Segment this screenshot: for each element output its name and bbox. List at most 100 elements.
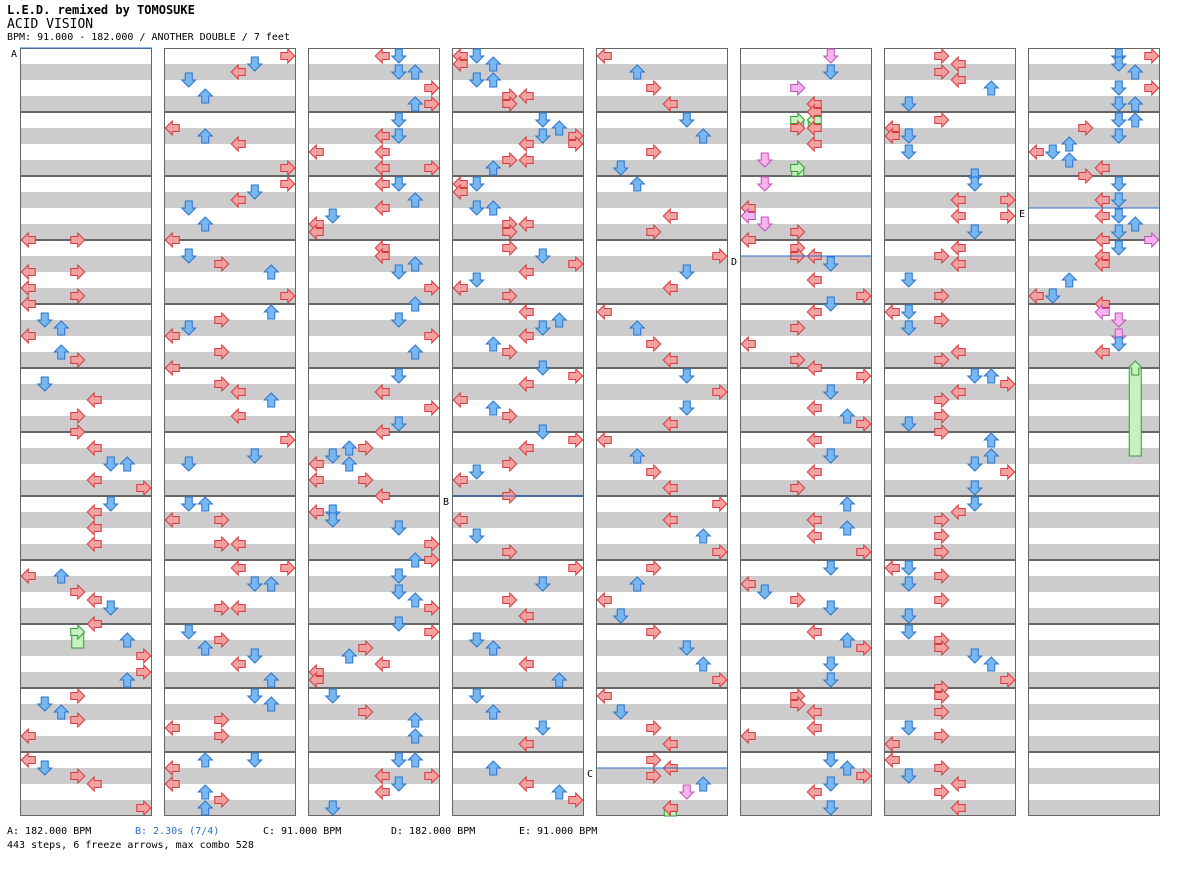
beat-stripe <box>1028 416 1160 432</box>
step-arrow <box>629 448 646 464</box>
beat-stripe <box>596 640 728 656</box>
step-arrow <box>280 175 296 193</box>
beat-stripe <box>308 800 440 816</box>
beat-stripe <box>1028 192 1160 208</box>
freeze-arrow <box>70 623 86 649</box>
step-arrow <box>374 487 390 505</box>
step-arrow <box>180 320 197 336</box>
step-arrow <box>1044 288 1061 304</box>
beat-stripe <box>1028 160 1160 176</box>
song-meta: BPM: 91.000 - 182.000 / ANOTHER DOUBLE /… <box>7 32 290 43</box>
step-arrow <box>390 368 407 384</box>
step-arrow <box>468 528 485 544</box>
beat-stripe <box>884 384 1016 400</box>
measure-box <box>20 752 152 816</box>
beat-stripe <box>884 704 1016 720</box>
step-arrow <box>214 791 230 809</box>
step-arrow <box>468 464 485 480</box>
beat-stripe <box>452 160 584 176</box>
beat-stripe <box>884 416 1016 432</box>
step-arrow <box>197 216 214 232</box>
measure-box <box>20 624 152 688</box>
step-arrow <box>983 656 1000 672</box>
step-arrow <box>1000 375 1016 393</box>
step-arrow <box>20 279 36 297</box>
beat-stripe <box>1028 224 1160 240</box>
step-arrow <box>900 576 917 592</box>
step-arrow <box>485 56 502 72</box>
beat-stripe <box>884 480 1016 496</box>
step-arrow <box>534 248 551 264</box>
freeze-arrow <box>790 159 806 177</box>
beat-stripe <box>596 800 728 816</box>
step-arrow <box>662 799 678 817</box>
step-arrow <box>756 584 773 600</box>
beat-stripe <box>452 128 584 144</box>
beat-stripe <box>740 704 872 720</box>
beat-stripe <box>308 448 440 464</box>
step-arrow <box>246 752 263 768</box>
step-arrow <box>1110 192 1127 208</box>
step-arrow <box>1110 176 1127 192</box>
measure-box <box>884 432 1016 496</box>
step-arrow <box>839 760 856 776</box>
step-arrow <box>1110 80 1127 96</box>
beat-stripe <box>740 288 872 304</box>
beat-stripe <box>884 288 1016 304</box>
step-arrow <box>164 775 180 793</box>
beat-stripe <box>164 576 296 592</box>
step-arrow <box>983 448 1000 464</box>
beat-stripe <box>164 640 296 656</box>
step-arrow <box>678 784 695 800</box>
step-arrow <box>646 143 662 161</box>
step-arrow <box>374 199 390 217</box>
step-arrow <box>374 127 390 145</box>
step-arrow <box>934 247 950 265</box>
step-arrow <box>1094 207 1110 225</box>
beat-stripe <box>596 608 728 624</box>
beat-stripe <box>452 768 584 784</box>
measure-box <box>308 752 440 816</box>
beat-stripe <box>164 800 296 816</box>
step-arrow <box>900 272 917 288</box>
step-arrow <box>568 431 584 449</box>
step-arrow <box>468 688 485 704</box>
step-arrow <box>164 119 180 137</box>
step-arrow <box>502 455 518 473</box>
step-arrow <box>695 528 712 544</box>
step-arrow <box>934 111 950 129</box>
step-arrow <box>358 703 374 721</box>
step-arrow <box>164 231 180 249</box>
beat-stripe <box>452 448 584 464</box>
step-arrow <box>839 496 856 512</box>
step-arrow <box>390 520 407 536</box>
beat-stripe <box>596 416 728 432</box>
beat-stripe <box>20 416 152 432</box>
step-arrow <box>20 295 36 313</box>
bpm-marker-d: D <box>731 257 737 268</box>
step-arrow <box>646 559 662 577</box>
step-arrow <box>934 311 950 329</box>
step-arrow <box>934 287 950 305</box>
step-arrow <box>341 648 358 664</box>
measure-box <box>740 240 872 304</box>
freeze-head <box>70 623 86 641</box>
step-arrow <box>86 519 102 537</box>
freeze-arrow <box>1127 360 1144 457</box>
step-arrow <box>197 128 214 144</box>
step-arrow <box>900 560 917 576</box>
step-arrow <box>164 719 180 737</box>
measure-box <box>884 752 1016 816</box>
measure-box <box>740 688 872 752</box>
step-arrow <box>86 775 102 793</box>
beat-stripe <box>452 352 584 368</box>
bpm-d-label: D: 182.000 BPM <box>391 826 476 837</box>
step-arrow <box>822 256 839 272</box>
step-arrow <box>280 287 296 305</box>
step-arrow <box>790 119 806 137</box>
measure-box <box>452 560 584 624</box>
step-arrow <box>646 719 662 737</box>
step-arrow <box>806 271 822 289</box>
beat-stripe <box>740 128 872 144</box>
measure-box <box>452 624 584 688</box>
